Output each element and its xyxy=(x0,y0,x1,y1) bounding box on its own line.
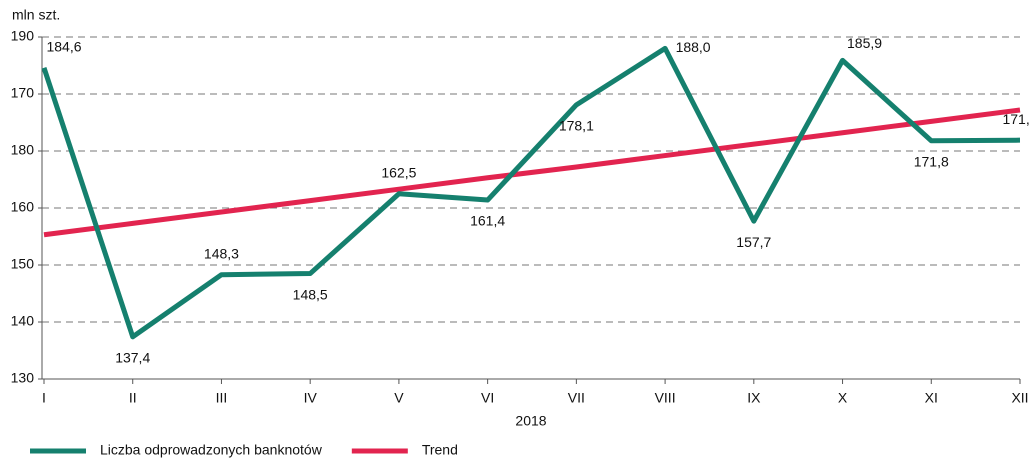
data-label: 171,9 xyxy=(1002,111,1029,127)
data-label: 148,5 xyxy=(293,286,328,302)
x-tick-label: IV xyxy=(304,390,318,406)
x-axis-label: 2018 xyxy=(515,413,546,429)
x-tick-label: I xyxy=(42,390,46,406)
data-label: 184,6 xyxy=(46,38,81,54)
x-tick-label: X xyxy=(838,390,848,406)
x-tick-label: IX xyxy=(747,390,761,406)
data-label: 157,7 xyxy=(736,234,771,250)
x-tick-label: VIII xyxy=(655,390,676,406)
data-label: 137,4 xyxy=(115,350,150,366)
x-tick-label: II xyxy=(129,390,137,406)
legend-label: Trend xyxy=(422,442,458,458)
x-tick-label: XI xyxy=(925,390,938,406)
legend-label: Liczba odprowadzonych banknotów xyxy=(100,442,323,458)
y-tick-label: 160 xyxy=(11,199,35,215)
y-tick-label: 190 xyxy=(11,28,35,44)
x-tick-label: V xyxy=(394,390,404,406)
data-label: 161,4 xyxy=(470,213,505,229)
data-label: 162,5 xyxy=(381,164,416,180)
data-label: 185,9 xyxy=(847,35,882,51)
x-tick-label: III xyxy=(216,390,228,406)
y-tick-label: 150 xyxy=(11,256,35,272)
data-label: 148,3 xyxy=(204,245,239,261)
y-tick-label: 170 xyxy=(11,85,35,101)
x-tick-label: VI xyxy=(481,390,494,406)
x-tick-label: VII xyxy=(568,390,585,406)
series-line xyxy=(43,107,1021,238)
y-tick-label: 130 xyxy=(11,370,35,386)
series-line xyxy=(41,45,1021,340)
y-tick-label: 180 xyxy=(11,142,35,158)
data-label: 171,8 xyxy=(914,153,949,169)
y-axis-label: mln szt. xyxy=(12,7,60,23)
x-tick-label: XII xyxy=(1011,390,1028,406)
y-tick-label: 140 xyxy=(11,313,35,329)
data-label: 178,1 xyxy=(559,118,594,134)
data-label: 188,0 xyxy=(676,39,711,55)
